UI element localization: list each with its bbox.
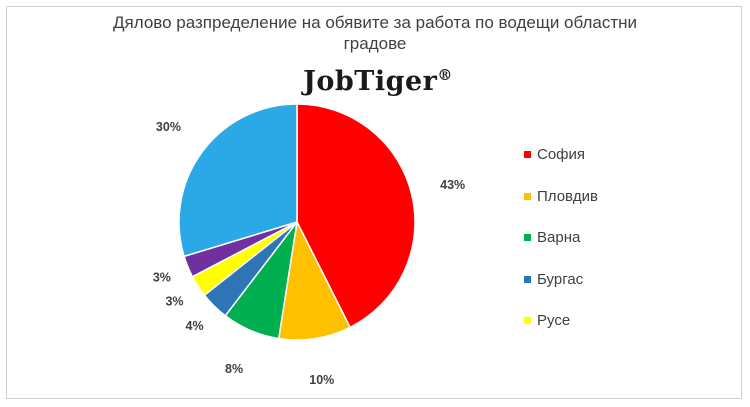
registered-mark: ® [437, 66, 453, 84]
legend-label: Пловдив [537, 187, 598, 205]
legend-swatch [524, 192, 531, 200]
legend-item-2: Варна [524, 228, 598, 270]
chart-legend: София Пловдив Варна Бургас Русе [524, 145, 598, 353]
data-label-2: 8% [225, 362, 243, 376]
legend-swatch [524, 151, 531, 158]
chart-title-line-2: градове [343, 34, 407, 53]
legend-swatch [524, 317, 531, 324]
legend-label: София [537, 146, 586, 163]
legend-label: Варна [537, 229, 581, 246]
pie-slice-6 [178, 103, 298, 258]
jobtiger-logo: JobTiger® [0, 66, 750, 97]
legend-label: Бургас [537, 270, 584, 288]
legend-item-1: Пловдив [524, 187, 598, 229]
data-label-1: 10% [309, 373, 334, 387]
legend-item-0: София [524, 145, 598, 187]
data-label-0: 43% [440, 178, 465, 192]
pie-data-labels: 43%10%8%4%3%3%30% [153, 120, 465, 387]
pie-slice-0 [296, 103, 416, 329]
data-label-3: 4% [186, 319, 204, 333]
logo-text: JobTiger [303, 66, 438, 97]
data-label-6: 30% [156, 120, 181, 134]
legend-label: Русе [537, 312, 571, 329]
data-label-4: 3% [165, 294, 183, 308]
chart-title: Дялово разпределение на обявите за работ… [0, 12, 750, 54]
pie-slices [178, 103, 416, 341]
data-label-5: 3% [153, 270, 171, 284]
legend-swatch [524, 275, 531, 283]
legend-item-4: Русе [524, 311, 598, 353]
chart-title-line-1: Дялово разпределение на обявите за работ… [112, 13, 638, 32]
pie-slice-1 [277, 219, 352, 341]
legend-item-3: Бургас [524, 270, 598, 312]
legend-swatch [524, 234, 531, 241]
